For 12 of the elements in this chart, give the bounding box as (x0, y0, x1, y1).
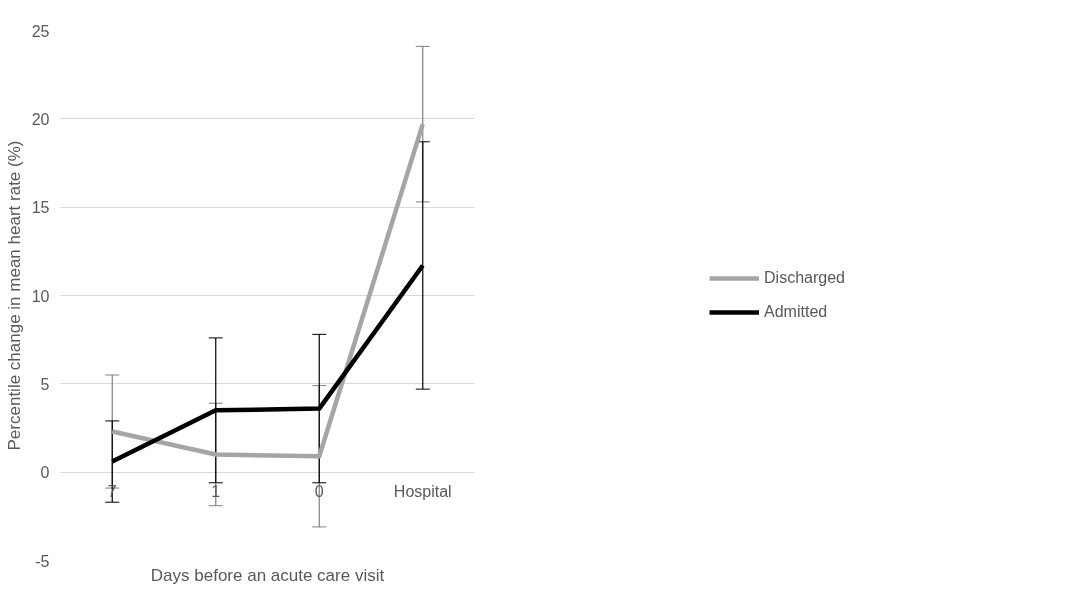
y-axis-title: Percentile change in mean heart rate (%) (4, 140, 24, 451)
y-tick-label: 20 (31, 110, 50, 128)
x-tick-label: Hospital (393, 483, 452, 501)
y-tick-label: 15 (31, 199, 50, 217)
legend-label: Discharged (764, 269, 845, 287)
y-tick-label: 25 (31, 22, 50, 40)
legend-label: Admitted (764, 303, 828, 321)
y-tick-label: 0 (40, 464, 50, 482)
y-tick-label: 5 (40, 375, 50, 393)
y-tick-label: -5 (35, 552, 50, 570)
x-axis-title: Days before an acute care visit (150, 565, 385, 585)
y-tick-label: 10 (31, 287, 50, 305)
